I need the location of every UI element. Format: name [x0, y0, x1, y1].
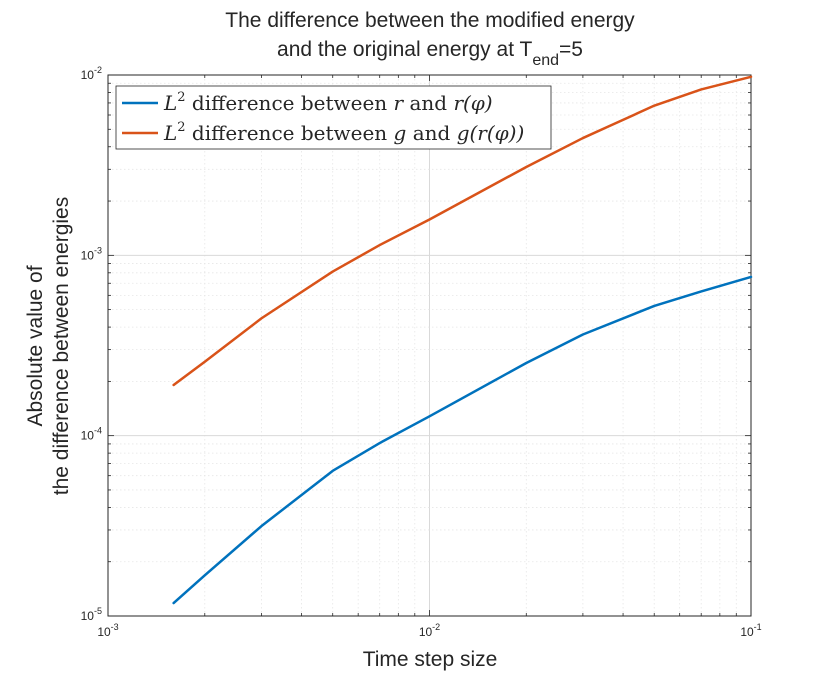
- x-tick-label-base: 10: [419, 625, 433, 639]
- series-layer: [172, 75, 753, 605]
- legend-box: [115, 85, 552, 150]
- legend-r-mid: difference between: [186, 91, 394, 115]
- legend-r-and: and: [403, 91, 453, 115]
- y-axis-label: Absolute value of the difference between…: [24, 197, 73, 496]
- y-tick-label-exp: -4: [94, 426, 102, 436]
- legend-g-v2: g(r(φ)): [457, 121, 525, 145]
- x-axis-label: Time step size: [363, 648, 498, 671]
- chart-title-line2: and the original energy at Tend=5: [277, 38, 583, 69]
- y-tick-label: 10-2: [81, 65, 102, 82]
- legend-g-v1: g: [394, 121, 407, 145]
- y-tick-label-exp: -2: [94, 65, 102, 75]
- legend-g-L: L: [163, 121, 177, 145]
- x-tick-label-exp: -1: [754, 622, 762, 632]
- legend-label-g: L2 difference between g and g(r(φ)): [163, 120, 524, 145]
- x-tick-label-exp: -2: [432, 622, 440, 632]
- x-tick-label: 10-1: [740, 622, 761, 639]
- y-tick-label: 10-3: [81, 245, 102, 262]
- title-subscript: end: [532, 52, 559, 69]
- x-tick-label: 10-2: [419, 622, 440, 639]
- y-axis-label-line1: Absolute value of: [24, 265, 47, 426]
- title-prefix: and the original energy at T: [277, 38, 532, 61]
- legend-r-L: L: [163, 91, 177, 115]
- legend-g-mid: difference between: [186, 121, 394, 145]
- x-tick-label: 10-3: [97, 622, 118, 639]
- y-tick-label-exp: -3: [94, 245, 102, 255]
- chart-title-line1: The difference between the modified ener…: [225, 9, 635, 32]
- y-tick-label-base: 10: [81, 429, 95, 443]
- tick-marks: [108, 75, 751, 616]
- y-tick-label: 10-5: [81, 606, 102, 623]
- series-line-g: [172, 75, 753, 387]
- legend-r-v1: r: [394, 91, 405, 115]
- y-tick-label-base: 10: [81, 68, 95, 82]
- y-tick-label-base: 10: [81, 609, 95, 623]
- x-tick-label-exp: -3: [111, 622, 119, 632]
- y-tick-label-base: 10: [81, 248, 95, 262]
- x-tick-labels: 10-3 10-2 10-1: [97, 622, 761, 639]
- series-line-r: [172, 275, 753, 605]
- x-tick-label-base: 10: [740, 625, 754, 639]
- y-tick-label-exp: -5: [94, 606, 102, 616]
- legend-label-r: L2 difference between r and r(φ): [163, 90, 493, 115]
- legend-r-sup: 2: [177, 90, 185, 105]
- y-axis-label-line2: the difference between energies: [50, 197, 73, 496]
- title-suffix: =5: [559, 38, 583, 61]
- legend-g-and: and: [406, 121, 456, 145]
- legend: L2 difference between r and r(φ) L2 diff…: [115, 85, 552, 150]
- y-tick-label: 10-4: [81, 426, 102, 443]
- x-tick-label-base: 10: [97, 625, 111, 639]
- y-tick-labels: 10-510-410-310-2: [81, 65, 102, 623]
- legend-g-sup: 2: [177, 120, 185, 135]
- legend-r-v2: r(φ): [453, 91, 492, 115]
